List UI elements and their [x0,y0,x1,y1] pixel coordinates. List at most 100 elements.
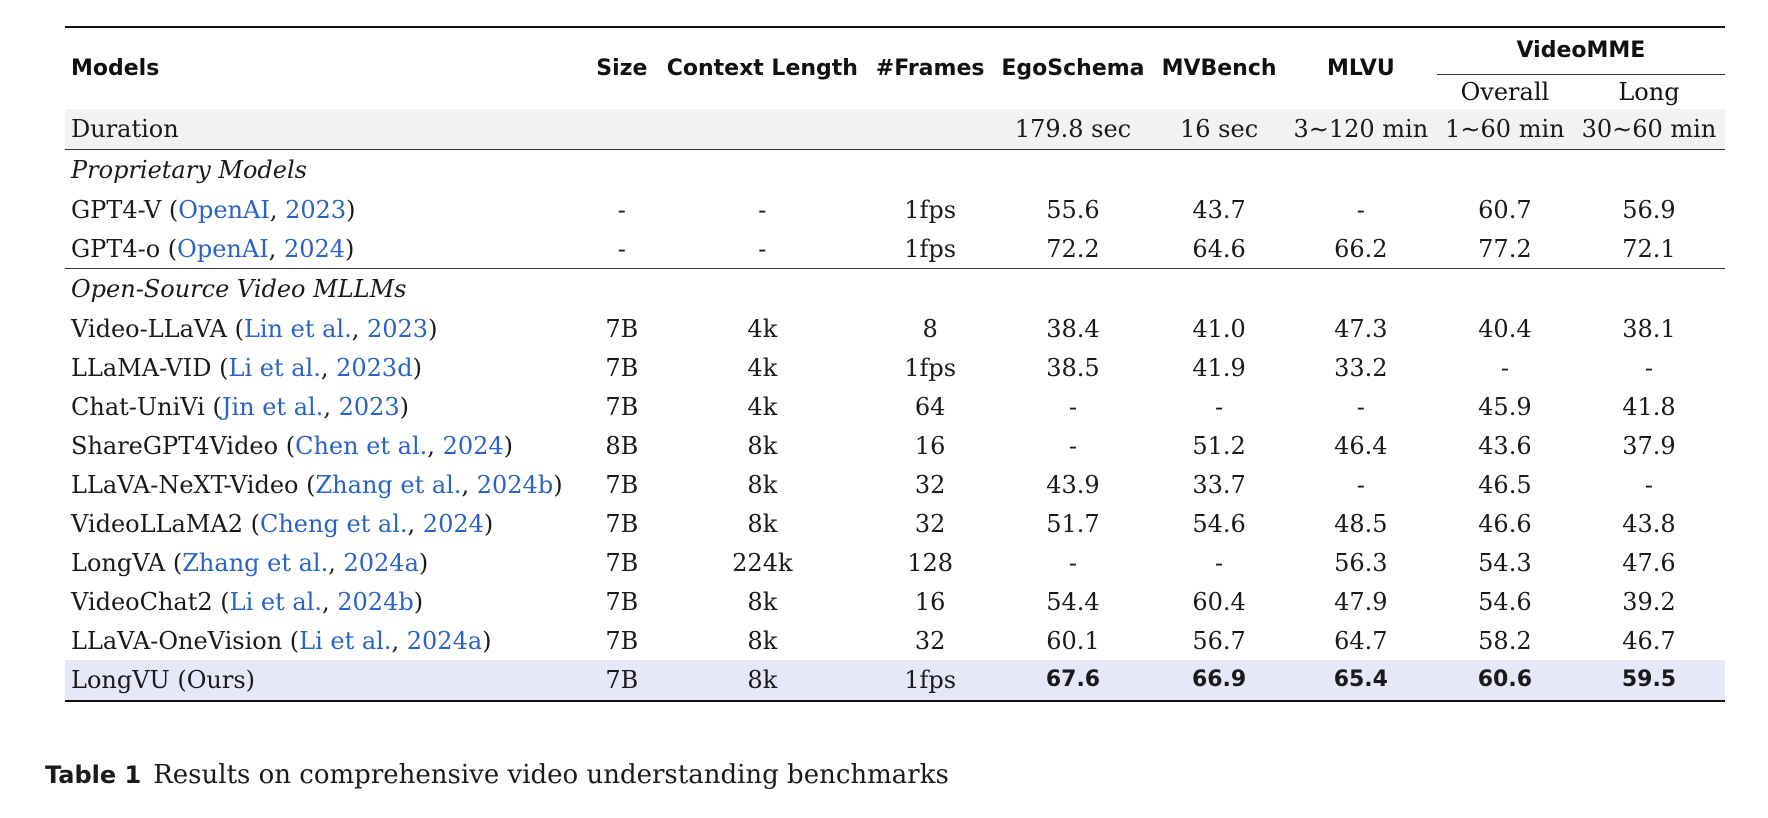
model-name-cell: Chat-UniVi (Jin et al., 2023) [71,392,410,421]
table-row: ShareGPT4Video (Chen et al., 2024) 8B 8k 16… [65,426,1725,465]
cell-overall: 43.6 [1478,431,1532,460]
cell-overall: 77.2 [1478,234,1532,263]
model-name: VideoChat2 [71,587,213,616]
citation-year-link[interactable]: 2024a [406,626,483,655]
duration-long: 30∼60 min [1572,109,1725,150]
cell-long: 37.9 [1622,431,1676,460]
citation-year-link[interactable]: 2023 [338,392,400,421]
cell-size: 7B [605,509,639,538]
cell-long: 47.6 [1622,548,1676,577]
cell-egoschema: 43.9 [1046,470,1100,499]
model-name: ShareGPT4Video [71,431,279,460]
cell-long: 72.1 [1622,234,1676,263]
cell-egoschema: 72.2 [1046,234,1100,263]
cell-long: 38.1 [1622,314,1676,343]
section-opensource: Open-Source Video MLLMs [65,268,1725,309]
cell-overall: 54.6 [1478,587,1532,616]
cell-frames: 16 [914,587,946,616]
citation-year-link[interactable]: 2023d [336,353,413,382]
cell-mlvu: - [1356,392,1365,421]
model-name-cell: LLaVA-OneVision (Li et al., 2024a) [71,626,492,655]
cell-context: 4k [747,314,778,343]
table-row: LLaVA-NeXT-Video (Zhang et al., 2024b) 7B… [65,465,1725,504]
cell-size: 8B [605,431,639,460]
model-name: Video-LLaVA [71,314,227,343]
cell-long: 59.5 [1572,660,1725,702]
cell-context: 4k [747,353,778,382]
header-videomme: VideoMME [1436,27,1725,75]
citation-author-link[interactable]: Zhang et al. [315,470,462,499]
table-caption: Table 1 Results on comprehensive video un… [45,760,949,790]
cell-frames: 128 [907,548,954,577]
citation-author-link[interactable]: OpenAI [177,234,269,263]
cell-frames: 32 [914,626,946,655]
cell-egoschema: 51.7 [1046,509,1100,538]
citation-year-link[interactable]: 2024 [422,509,484,538]
cell-context: 8k [747,509,778,538]
cell-overall: - [1500,353,1509,382]
citation-author-link[interactable]: Cheng et al. [259,509,408,538]
header-context-length: Context Length [666,55,858,81]
cell-mvbench: 43.7 [1192,195,1246,224]
cell-egoschema: - [1068,392,1078,421]
duration-row: Duration 179.8 sec 16 sec 3∼120 min 1∼60… [65,109,1725,150]
cell-context: - [758,234,767,263]
citation-year-link[interactable]: 2023 [367,314,429,343]
cell-context: 8k [747,470,778,499]
cell-mvbench: 51.2 [1192,431,1246,460]
cell-mvbench: 41.9 [1192,353,1246,382]
cell-mlvu: 66.2 [1334,234,1388,263]
cell-size: 7B [605,314,639,343]
cell-mlvu: 33.2 [1334,353,1388,382]
citation-author-link[interactable]: Li et al. [228,353,321,382]
model-name: LLaVA-NeXT-Video [71,470,299,499]
citation-author-link[interactable]: Li et al. [299,626,392,655]
header-overall: Overall [1460,78,1550,106]
section-proprietary: Proprietary Models [65,149,1725,190]
cell-overall: 40.4 [1478,314,1532,343]
citation-year-link[interactable]: 2023 [285,195,347,224]
caption-text: Results on comprehensive video understan… [153,760,949,790]
cell-context: 8k [747,626,778,655]
cell-long: - [1644,470,1654,499]
citation-author-link[interactable]: Chen et al. [295,431,428,460]
cell-mvbench: 56.7 [1192,626,1246,655]
cell-mvbench: 54.6 [1192,509,1246,538]
model-name-cell: Video-LLaVA (Lin et al., 2023) [71,314,438,343]
duration-overall: 1∼60 min [1436,109,1573,150]
cell-egoschema: 54.4 [1046,587,1100,616]
header-long: Long [1618,78,1680,106]
cell-mvbench: - [1215,548,1224,577]
citation-author-link[interactable]: OpenAI [178,195,270,224]
cell-egoschema: 55.6 [1046,195,1100,224]
cell-size: 7B [605,587,639,616]
citation-author-link[interactable]: Lin et al. [243,314,352,343]
cell-mvbench: - [1215,392,1224,421]
cell-mvbench: 60.4 [1192,587,1246,616]
citation-year-link[interactable]: 2024 [442,431,504,460]
cell-frames: 1fps [867,660,993,702]
cell-size: 7B [586,660,658,702]
cell-mlvu: 64.7 [1334,626,1388,655]
ours-row: LongVU (Ours) 7B 8k 1fps 67.6 66.9 65.4 … [65,660,1725,702]
citation-year-link[interactable]: 2024a [343,548,419,577]
model-name-cell: ShareGPT4Video (Chen et al., 2024) [71,431,514,460]
citation-year-link[interactable]: 2024b [337,587,414,616]
model-name: LLaVA-OneVision [71,626,283,655]
cell-size: 7B [605,626,639,655]
citation-year-link[interactable]: 2024b [476,470,554,499]
citation-author-link[interactable]: Li et al. [229,587,322,616]
table-row: GPT4-o (OpenAI, 2024) - - 1fps 72.2 64.6 66.2 7… [65,229,1725,269]
model-name-cell: VideoChat2 (Li et al., 2024b) [71,587,424,616]
citation-author-link[interactable]: Jin et al. [221,392,324,421]
citation-year-link[interactable]: 2024 [283,234,346,263]
cell-overall: 60.6 [1436,660,1573,702]
model-name-cell: LLaMA-VID (Li et al., 2023d) [71,353,422,382]
cell-mlvu: 56.3 [1334,548,1388,577]
cell-size: 7B [605,353,639,382]
cell-mlvu: 47.3 [1334,314,1388,343]
cell-mlvu: 46.4 [1334,431,1388,460]
model-name: LongVU (Ours) [65,660,587,702]
citation-author-link[interactable]: Zhang et al. [182,548,329,577]
model-name-cell: GPT4-o (OpenAI, 2024) [71,234,355,263]
